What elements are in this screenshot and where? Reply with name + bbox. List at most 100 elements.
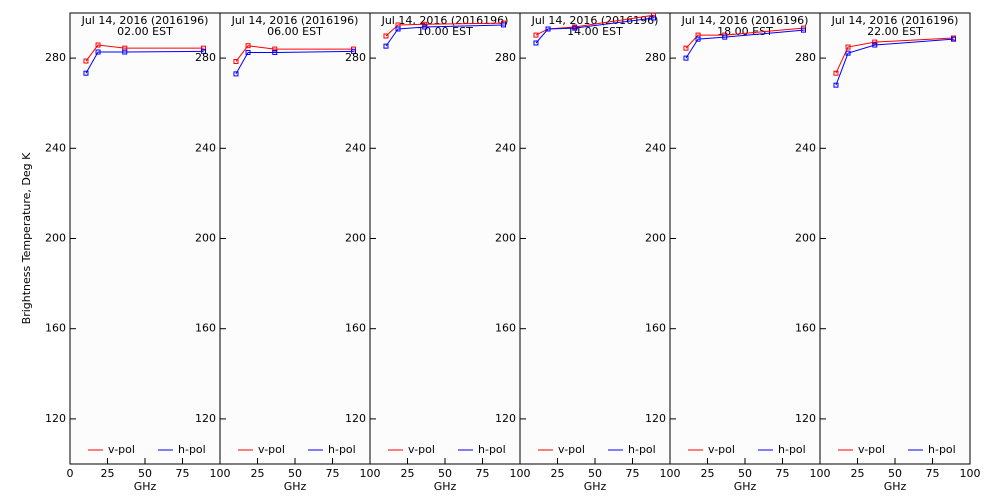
- y-tick-label: 200: [345, 232, 366, 245]
- y-tick-label: 200: [195, 232, 216, 245]
- x-tick-label: 100: [210, 467, 231, 480]
- panel-subtitle: 14.00 EST: [567, 25, 623, 38]
- y-tick-label: 200: [645, 232, 666, 245]
- x-tick-label: 100: [810, 467, 831, 480]
- y-axis-label: Brightness Temperature, Deg K: [20, 152, 33, 324]
- y-tick-label: 280: [495, 51, 516, 64]
- x-tick-label: 75: [776, 467, 790, 480]
- legend-label: v-pol: [108, 443, 135, 456]
- point-marker: [351, 48, 356, 54]
- x-tick-label: 25: [701, 467, 715, 480]
- y-tick-label: 120: [495, 412, 516, 425]
- x-tick-label: 50: [288, 467, 302, 480]
- point-marker: [651, 15, 656, 21]
- series-line: [685, 29, 804, 59]
- point-marker: [383, 33, 389, 39]
- x-tick-label: 50: [888, 467, 902, 480]
- panel-frame: [69, 12, 221, 465]
- point-marker: [683, 45, 689, 51]
- x-tick-label: 25: [551, 467, 565, 480]
- series-line: [385, 24, 504, 47]
- y-tick-label: 240: [195, 141, 216, 154]
- panel-title: Jul 14, 2016 (2016196): [531, 14, 659, 27]
- x-tick-label: 50: [588, 467, 602, 480]
- x-axis-label: GHz: [734, 480, 757, 493]
- series-line: [535, 17, 654, 44]
- point-marker: [272, 49, 278, 55]
- x-tick-label: 75: [176, 467, 190, 480]
- x-tick-label: 50: [138, 467, 152, 480]
- point-marker: [245, 43, 251, 49]
- y-tick-label: 160: [495, 322, 516, 335]
- series-line: [835, 37, 954, 74]
- panel-title: Jul 14, 2016 (2016196): [231, 14, 359, 27]
- series-line: [235, 50, 354, 75]
- series-line: [835, 38, 954, 86]
- point-marker: [651, 12, 656, 18]
- legend-label: v-pol: [708, 443, 735, 456]
- y-tick-label: 280: [795, 51, 816, 64]
- x-tick-label: 50: [738, 467, 752, 480]
- point-marker: [383, 43, 389, 49]
- point-marker: [572, 25, 578, 31]
- y-tick-label: 240: [795, 141, 816, 154]
- point-marker: [201, 48, 206, 54]
- series-line: [685, 27, 804, 49]
- point-marker: [801, 27, 806, 33]
- panel-subtitle: 06.00 EST: [267, 25, 323, 38]
- point-marker: [83, 58, 89, 64]
- legend-label: v-pol: [558, 443, 585, 456]
- legend-label: h-pol: [928, 443, 956, 456]
- legend-label: v-pol: [258, 443, 285, 456]
- point-marker: [695, 36, 701, 42]
- point-marker: [201, 45, 206, 51]
- point-marker: [872, 39, 878, 45]
- legend-label: h-pol: [178, 443, 206, 456]
- panel-frame: [369, 12, 521, 465]
- point-marker: [533, 40, 539, 46]
- point-marker: [233, 71, 239, 77]
- x-tick-label: 50: [438, 467, 452, 480]
- x-tick-label: 100: [660, 467, 681, 480]
- series-line: [385, 22, 504, 37]
- x-axis-label: GHz: [884, 480, 907, 493]
- y-tick-label: 280: [345, 51, 366, 64]
- point-marker: [95, 42, 101, 48]
- y-tick-label: 160: [45, 322, 66, 335]
- panel-subtitle: 10.00 EST: [417, 25, 473, 38]
- y-tick-label: 280: [195, 51, 216, 64]
- y-tick-label: 120: [345, 412, 366, 425]
- legend-label: h-pol: [478, 443, 506, 456]
- y-tick-label: 280: [45, 51, 66, 64]
- y-tick-label: 160: [795, 322, 816, 335]
- y-tick-label: 120: [795, 412, 816, 425]
- series-line: [85, 50, 204, 74]
- point-marker: [683, 55, 689, 61]
- y-tick-label: 160: [195, 322, 216, 335]
- point-marker: [533, 32, 539, 38]
- legend-label: h-pol: [628, 443, 656, 456]
- y-tick-label: 120: [645, 412, 666, 425]
- series-line: [85, 44, 204, 62]
- panel-frame: [819, 12, 971, 465]
- legend-label: v-pol: [408, 443, 435, 456]
- y-tick-label: 160: [645, 322, 666, 335]
- x-tick-label: 25: [401, 467, 415, 480]
- x-tick-label: 75: [926, 467, 940, 480]
- series-line: [535, 14, 654, 36]
- point-marker: [833, 82, 839, 88]
- x-tick-label: 75: [326, 467, 340, 480]
- x-tick-label: 25: [851, 467, 865, 480]
- x-axis-label: GHz: [434, 480, 457, 493]
- point-marker: [545, 26, 551, 32]
- y-tick-label: 120: [45, 412, 66, 425]
- x-tick-label: 0: [67, 467, 74, 480]
- legend-label: h-pol: [328, 443, 356, 456]
- x-tick-label: 75: [476, 467, 490, 480]
- point-marker: [395, 26, 401, 32]
- point-marker: [422, 24, 428, 30]
- x-axis-label: GHz: [284, 480, 307, 493]
- point-marker: [233, 58, 239, 64]
